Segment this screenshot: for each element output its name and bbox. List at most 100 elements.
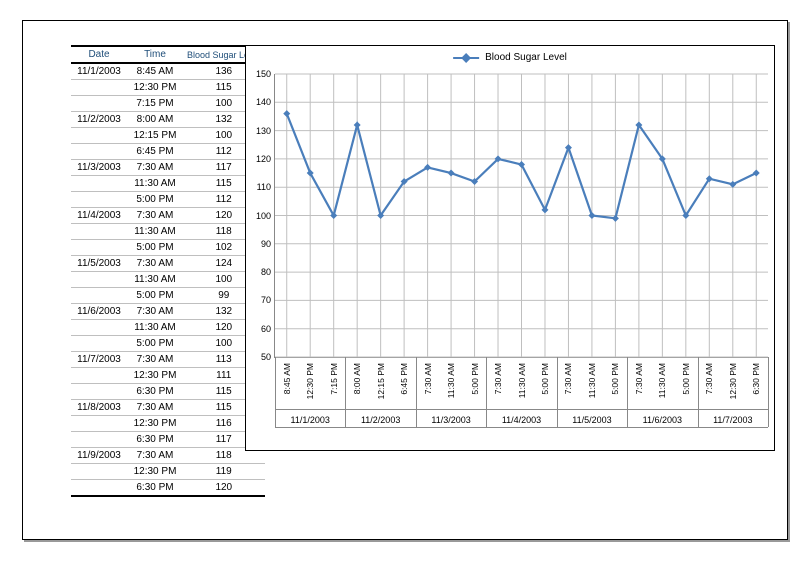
x-tick-time-label: 5:00 PM [540, 363, 550, 395]
cell-time: 7:30 AM [127, 208, 183, 224]
cell-time: 8:45 AM [127, 63, 183, 80]
x-group-date-label: 11/3/2003 [431, 415, 470, 425]
x-tick-time-label: 7:15 PM [329, 363, 339, 395]
cell-time: 7:30 AM [127, 400, 183, 416]
y-tick-label: 70 [261, 295, 271, 305]
table-row: 12:30 PM119 [71, 464, 265, 480]
cell-date [71, 240, 127, 256]
table-row: 11:30 AM115 [71, 176, 265, 192]
x-axis-band-divider [275, 409, 768, 410]
cell-time: 11:30 AM [127, 272, 183, 288]
cell-time: 5:00 PM [127, 288, 183, 304]
x-group-date-label: 11/5/2003 [572, 415, 611, 425]
cell-date [71, 416, 127, 432]
y-tick-label: 110 [257, 182, 271, 192]
cell-date: 11/9/2003 [71, 448, 127, 464]
cell-date [71, 432, 127, 448]
cell-time: 12:30 PM [127, 368, 183, 384]
cell-date [71, 176, 127, 192]
cell-time: 7:30 AM [127, 256, 183, 272]
table-row: 7:15 PM100 [71, 96, 265, 112]
cell-value: 119 [183, 464, 265, 480]
x-tick-time-label: 12:15 PM [376, 363, 386, 399]
table-row: 12:15 PM100 [71, 128, 265, 144]
x-group-date-label: 11/1/2003 [291, 415, 330, 425]
table-row: 12:30 PM111 [71, 368, 265, 384]
x-tick-time-label: 5:00 PM [470, 363, 480, 395]
table-row: 12:30 PM115 [71, 80, 265, 96]
x-group-date-label: 11/2/2003 [361, 415, 400, 425]
y-tick-label: 50 [261, 352, 271, 362]
cell-time: 12:30 PM [127, 464, 183, 480]
cell-time: 11:30 AM [127, 320, 183, 336]
cell-date [71, 288, 127, 304]
table-row: 11/3/20037:30 AM117 [71, 160, 265, 176]
cell-time: 7:30 AM [127, 448, 183, 464]
chart-svg [275, 74, 768, 357]
x-tick-time-label: 7:30 AM [423, 363, 433, 394]
cell-time: 7:30 AM [127, 160, 183, 176]
x-tick-time-label: 7:30 AM [563, 363, 573, 394]
document-page: Date Time Blood Sugar Level 11/1/20038:4… [22, 20, 788, 540]
x-tick-time-label: 6:45 PM [399, 363, 409, 395]
cell-time: 6:45 PM [127, 144, 183, 160]
x-tick-time-label: 8:00 AM [352, 363, 362, 394]
x-group-separator [768, 357, 769, 427]
x-group-date-label: 11/6/2003 [643, 415, 682, 425]
cell-time: 6:30 PM [127, 384, 183, 400]
col-header-date: Date [71, 46, 127, 63]
cell-date: 11/3/2003 [71, 160, 127, 176]
table-row: 11/9/20037:30 AM118 [71, 448, 265, 464]
y-tick-label: 80 [261, 267, 271, 277]
cell-date [71, 192, 127, 208]
table-row: 11:30 AM120 [71, 320, 265, 336]
x-tick-time-label: 12:30 PM [305, 363, 315, 399]
cell-date [71, 464, 127, 480]
table-row: 11/1/20038:45 AM136 [71, 63, 265, 80]
table-row: 11:30 AM118 [71, 224, 265, 240]
cell-time: 12:30 PM [127, 416, 183, 432]
x-tick-time-label: 11:30 AM [446, 363, 456, 398]
cell-date [71, 368, 127, 384]
cell-date [71, 320, 127, 336]
table-row: 12:30 PM116 [71, 416, 265, 432]
x-tick-time-label: 7:30 AM [493, 363, 503, 394]
table-row: 5:00 PM100 [71, 336, 265, 352]
cell-date: 11/2/2003 [71, 112, 127, 128]
cell-date [71, 144, 127, 160]
cell-time: 6:30 PM [127, 432, 183, 448]
x-tick-time-label: 7:30 AM [704, 363, 714, 394]
x-group-separator [557, 357, 558, 427]
cell-time: 11:30 AM [127, 224, 183, 240]
x-tick-time-label: 8:45 AM [282, 363, 292, 394]
x-axis-bottom-line [275, 427, 768, 428]
x-group-date-label: 11/7/2003 [713, 415, 752, 425]
chart-plot-area: 50607080901001101201301401508:45 AM12:30… [274, 74, 768, 358]
cell-time: 7:30 AM [127, 352, 183, 368]
y-tick-label: 100 [256, 211, 271, 221]
legend-marker-icon [453, 57, 479, 59]
cell-date [71, 384, 127, 400]
table-row: 11/4/20037:30 AM120 [71, 208, 265, 224]
cell-date [71, 128, 127, 144]
x-group-date-label: 11/4/2003 [502, 415, 541, 425]
cell-date: 11/5/2003 [71, 256, 127, 272]
x-tick-time-label: 6:30 PM [751, 363, 761, 395]
table-row: 11/7/20037:30 AM113 [71, 352, 265, 368]
cell-time: 7:30 AM [127, 304, 183, 320]
table-row: 11:30 AM100 [71, 272, 265, 288]
table-region: Date Time Blood Sugar Level 11/1/20038:4… [71, 45, 265, 497]
table-row: 5:00 PM99 [71, 288, 265, 304]
table-row: 5:00 PM112 [71, 192, 265, 208]
cell-date: 11/8/2003 [71, 400, 127, 416]
table-row: 5:00 PM102 [71, 240, 265, 256]
x-group-separator [345, 357, 346, 427]
cell-date [71, 272, 127, 288]
table-row: 6:45 PM112 [71, 144, 265, 160]
table-row: 6:30 PM117 [71, 432, 265, 448]
cell-date: 11/4/2003 [71, 208, 127, 224]
x-tick-time-label: 11:30 AM [657, 363, 667, 398]
y-tick-label: 60 [261, 324, 271, 334]
cell-time: 12:30 PM [127, 80, 183, 96]
cell-time: 6:30 PM [127, 480, 183, 497]
